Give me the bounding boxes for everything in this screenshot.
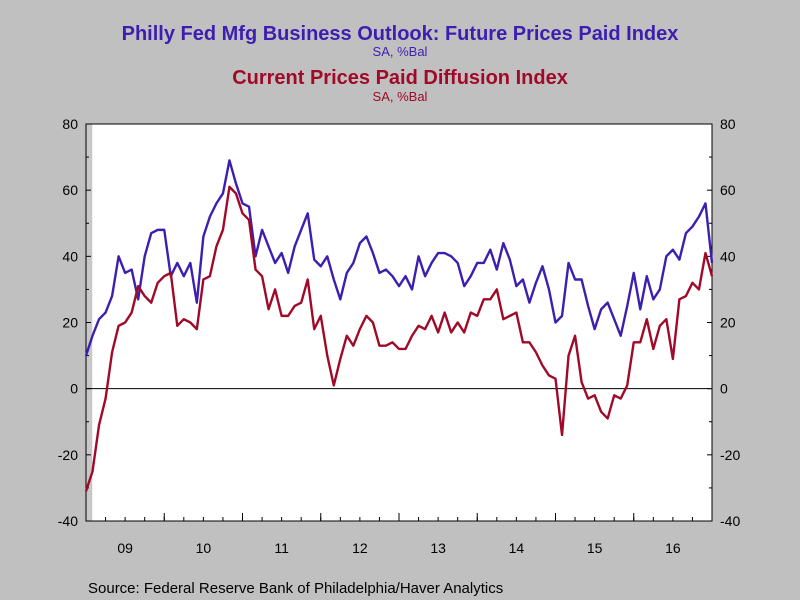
y-tick-label-right: 80 bbox=[720, 116, 736, 132]
x-tick-label: 14 bbox=[509, 540, 525, 556]
y-tick-label-right: 20 bbox=[720, 315, 736, 331]
y-tick-label-left: 60 bbox=[62, 182, 78, 198]
chart-subtitle: Current Prices Paid Diffusion Index bbox=[232, 67, 568, 89]
y-tick-label-left: -20 bbox=[58, 447, 78, 463]
x-tick-label: 13 bbox=[430, 540, 446, 556]
x-tick-label: 16 bbox=[665, 540, 681, 556]
series-line-1 bbox=[84, 159, 714, 356]
x-tick-label: 12 bbox=[352, 540, 368, 556]
y-tick-label-right: 0 bbox=[720, 381, 728, 397]
y-tick-label-right: -20 bbox=[720, 447, 740, 463]
y-tick-label-left: 0 bbox=[70, 381, 78, 397]
y-tick-label-right: 40 bbox=[720, 248, 736, 264]
x-tick-label: 11 bbox=[274, 540, 289, 556]
chart-subtitle-units: SA, %Bal bbox=[373, 89, 428, 104]
y-tick-label-left: -40 bbox=[58, 513, 78, 529]
plot-area: 80 80 60 60 40 40 20 20 0 0 -20 -20 -40 -40 09 10 11 12 13… bbox=[58, 116, 741, 556]
x-tick-label: 15 bbox=[587, 540, 603, 556]
y-tick-label-left: 40 bbox=[62, 248, 78, 264]
chart-title: Philly Fed Mfg Business Outlook: Future … bbox=[122, 23, 679, 45]
source-note: Source: Federal Reserve Bank of Philadel… bbox=[88, 580, 503, 597]
y-tick-label-left: 20 bbox=[62, 315, 78, 331]
x-tick-label: 10 bbox=[196, 540, 212, 556]
chart-title-units: SA, %Bal bbox=[373, 44, 428, 59]
y-tick-label-right: 60 bbox=[720, 182, 736, 198]
series-line-2 bbox=[84, 185, 714, 492]
y-tick-label-right: -40 bbox=[720, 513, 740, 529]
x-tick-label: 09 bbox=[117, 540, 133, 556]
y-tick-label-left: 80 bbox=[62, 116, 78, 132]
